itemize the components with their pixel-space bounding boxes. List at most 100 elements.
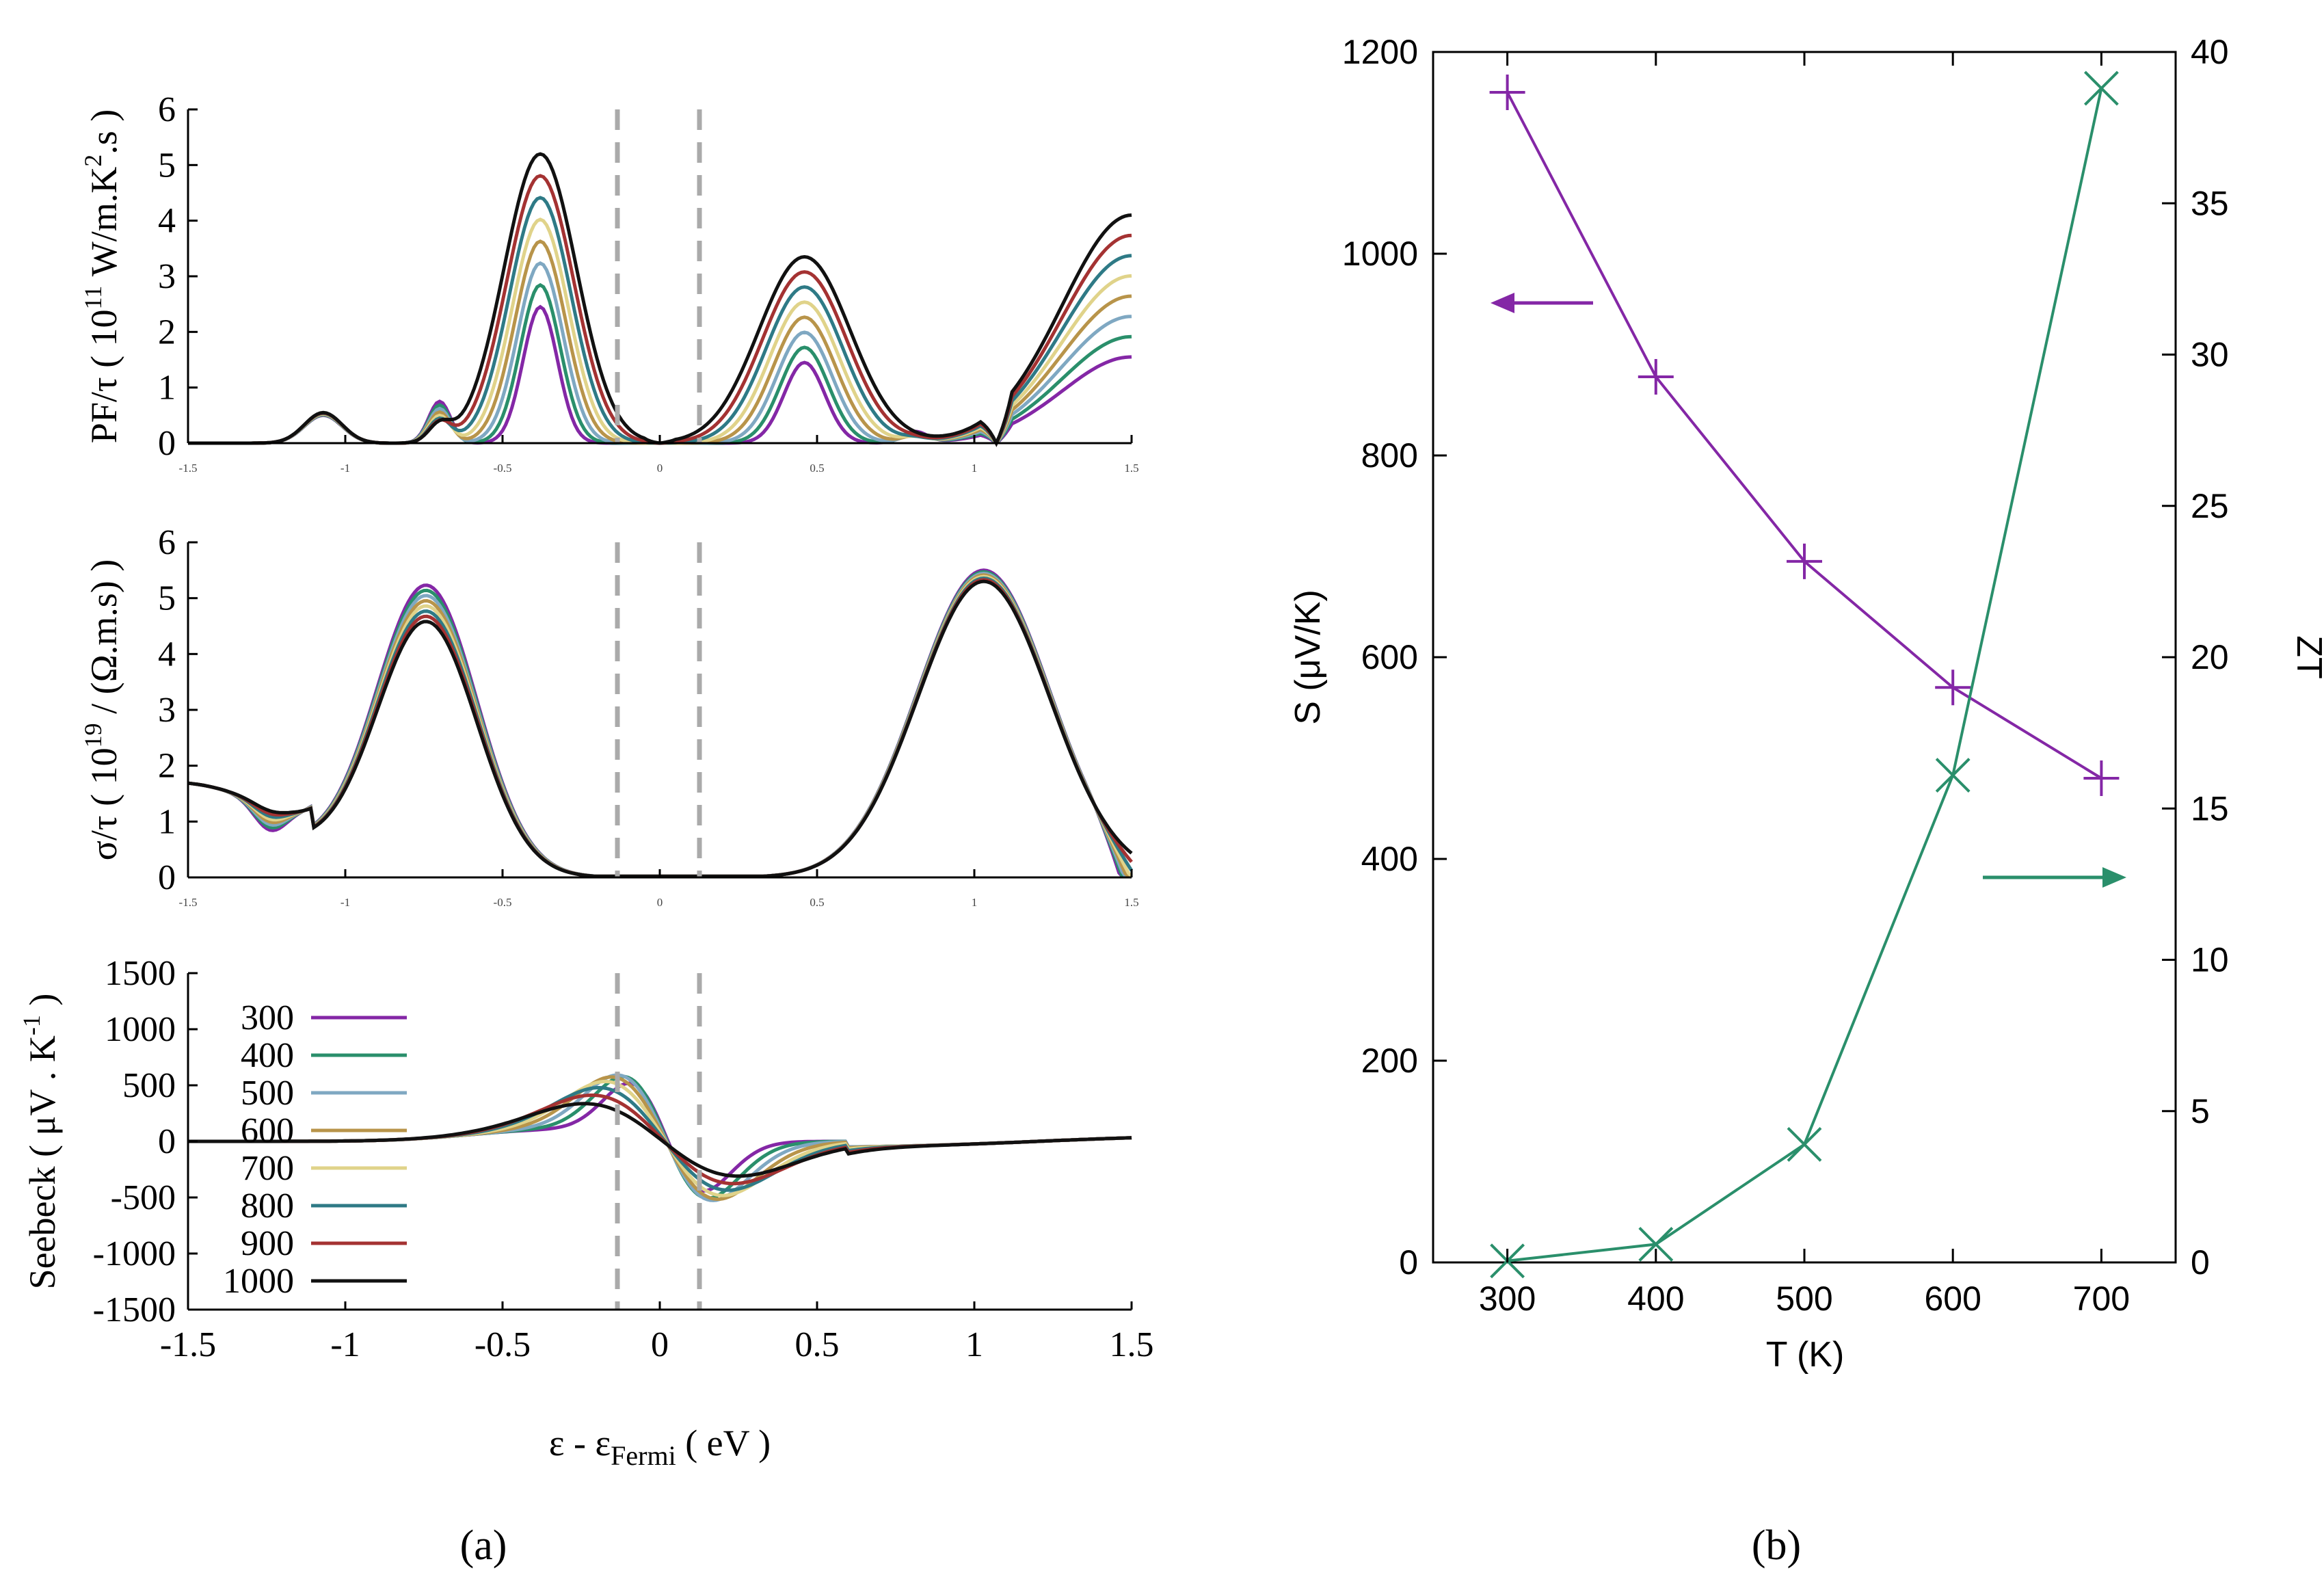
x-tick-label: 1.5 [1124, 462, 1138, 475]
legend-label-500: 500 [241, 1074, 294, 1113]
x-tick-label: -1.5 [179, 896, 198, 909]
pf-curves [188, 152, 1132, 447]
curve-900K [188, 174, 1132, 447]
sigma-y-ticks: 0 1 2 3 4 5 6 [158, 523, 198, 897]
x-tick-label: 0.5 [810, 462, 824, 475]
legend-label-300: 300 [241, 998, 294, 1037]
panel-label-a: (a) [460, 1522, 507, 1569]
legend-label-600: 600 [241, 1111, 294, 1150]
x-tick-label: 0 [651, 1325, 669, 1364]
series-ZT-marker [1935, 758, 1971, 793]
y-tick-label: 1500 [105, 954, 176, 993]
x-tick-label: 1 [965, 1325, 983, 1364]
b-x-tick-label: 400 [1627, 1280, 1684, 1318]
y-tick-label: 5 [158, 146, 176, 185]
curve-1000K [188, 1102, 1132, 1178]
curve-700K [188, 217, 1132, 447]
x-tick-label: 1.5 [1124, 896, 1138, 909]
b-y2-tick-label: 5 [2191, 1092, 2210, 1130]
y-tick-label: 0 [158, 858, 176, 897]
seebeck-curves [188, 1073, 1132, 1202]
series-S-marker [1489, 75, 1525, 110]
panel-b-x-ticks: 300 400 500 600 700 [1479, 52, 2130, 1318]
curve-300K [188, 304, 1132, 446]
curve-1000K [188, 152, 1132, 447]
b-y2-tick-label: 15 [2191, 789, 2229, 827]
legend-label-700: 700 [241, 1149, 294, 1188]
curve-300K [187, 568, 1132, 878]
legend-label-400: 400 [241, 1036, 294, 1075]
series-S-marker [1787, 543, 1822, 579]
y-tick-label: 3 [158, 257, 176, 296]
y-tick-label: 4 [158, 635, 176, 674]
x-tick-label: -0.5 [494, 462, 512, 475]
x-tick-label: 1 [972, 462, 978, 475]
y-tick-label: 1 [158, 802, 176, 841]
y-tick-label: -500 [111, 1178, 176, 1217]
b-y-tick-label: 800 [1361, 436, 1418, 475]
seebeck-y-ticks: -1500 -1000 -500 0 500 1000 1500 [93, 954, 198, 1329]
y-tick-label: 1000 [105, 1010, 176, 1049]
x-tick-label: -1 [340, 896, 350, 909]
pf-y-ticks: 0 1 2 3 4 5 6 [158, 90, 198, 463]
seebeck-x-label: ε - εFermi ( eV ) [549, 1422, 771, 1471]
b-x-tick-label: 300 [1479, 1280, 1536, 1318]
b-y-tick-label: 200 [1361, 1042, 1418, 1080]
x-tick-label: -1 [340, 462, 350, 475]
y-tick-label: 500 [122, 1066, 176, 1105]
series-S-line [1506, 92, 2102, 780]
y-tick-label: 3 [158, 691, 176, 730]
x-tick-label: 0.5 [810, 896, 824, 909]
y-tick-label: 2 [158, 747, 176, 786]
x-tick-label: 0.5 [795, 1325, 840, 1364]
y-tick-label: 6 [158, 523, 176, 562]
x-tick-label: -0.5 [494, 896, 512, 909]
panel-b-right-ticks: 0 5 10 15 20 25 30 35 40 [2162, 33, 2229, 1282]
b-x-tick-label: 500 [1776, 1280, 1832, 1318]
b-y2-tick-label: 30 [2191, 336, 2229, 374]
panel-label-b: (b) [1752, 1522, 1801, 1569]
sigma-x-ticks: -1.5 -1 -0.5 0 0.5 1 1.5 [179, 869, 1139, 909]
series-ZT-marker [2083, 70, 2119, 106]
b-y2-tick-label: 0 [2191, 1243, 2210, 1282]
x-tick-label: 0 [657, 896, 663, 909]
panel-b-y2-label: ZT [2289, 635, 2324, 679]
curve-400K [188, 282, 1132, 446]
seebeck-y-label: Seebeck ( μV . K-1 ) [18, 994, 63, 1290]
sigma-curves [187, 568, 1134, 878]
curve-900K [187, 578, 1133, 878]
y-tick-label: 4 [158, 202, 176, 241]
x-tick-label: 1 [972, 896, 978, 909]
curve-400K [187, 570, 1132, 878]
seebeck-x-ticks: -1.5 -1 -0.5 0 0.5 1 1.5 [160, 1301, 1154, 1364]
panel-b-left-ticks: 0 200 400 600 800 1000 1200 [1342, 33, 1447, 1282]
b-y2-tick-label: 10 [2191, 941, 2229, 979]
series-S-marker [1638, 358, 1674, 395]
y-tick-label: 2 [158, 313, 176, 352]
y-tick-label: 0 [158, 1122, 176, 1161]
series-S-marker [2083, 760, 2120, 796]
pf-panel: 0 1 2 3 4 5 6 -1.5 -1 -0.5 0 0.5 1 1.5 PF/τ ( 1011 W… [79, 90, 1139, 475]
x-tick-label: -1.5 [160, 1325, 216, 1364]
panel-b-y-label: S (μV/K) [1288, 589, 1328, 725]
y-tick-label: 0 [158, 424, 176, 463]
curve-800K [188, 196, 1132, 447]
legend-label-900: 900 [241, 1224, 294, 1263]
x-tick-label: 0 [657, 462, 663, 475]
series-S-marker [1935, 670, 1971, 706]
y-tick-label: 6 [158, 90, 176, 129]
zt-axis-arrow [1983, 867, 2126, 888]
curve-600K [187, 573, 1132, 878]
b-x-tick-label: 700 [2073, 1280, 2130, 1318]
curve-800K [187, 576, 1134, 878]
b-x-tick-label: 600 [1924, 1280, 1981, 1318]
b-y-tick-label: 1000 [1342, 235, 1418, 273]
y-tick-label: 1 [158, 369, 176, 408]
x-tick-label: -1 [330, 1325, 360, 1364]
panel-b-x-label: T (K) [1766, 1335, 1845, 1375]
b-y-tick-label: 400 [1361, 840, 1418, 878]
series-ZT-marker [1638, 1227, 1674, 1262]
b-y2-tick-label: 40 [2191, 33, 2229, 71]
